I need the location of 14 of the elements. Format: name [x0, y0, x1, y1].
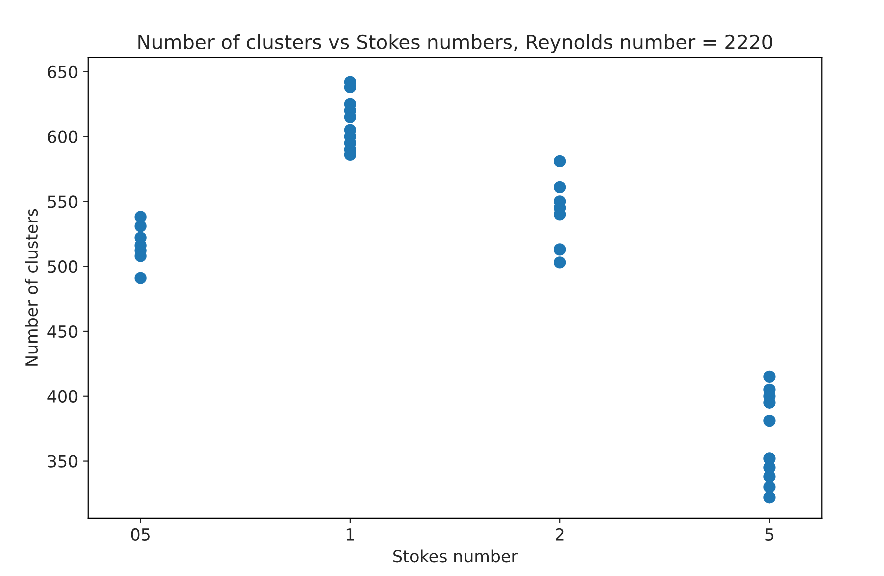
x-tick-label: 1 [346, 528, 354, 541]
x-tick-label: 2 [556, 528, 564, 541]
y-tick-label: 650 [48, 66, 78, 78]
x-axis-title: Stokes number [394, 550, 518, 563]
chart-title: Number of clusters vs Stokes numbers, Reynolds number = 2220 [138, 34, 772, 54]
y-tick-label: 350 [48, 455, 78, 468]
y-tick-label: 550 [48, 196, 78, 208]
y-tick-label: 400 [48, 390, 78, 403]
x-tick-label: 5 [766, 528, 774, 542]
x-tick-label: 05 [131, 528, 150, 542]
y-tick-label: 450 [48, 325, 78, 338]
y-tick-label: 500 [48, 260, 78, 274]
y-axis-title: Number of clusters [25, 209, 38, 366]
y-tick-label: 600 [48, 130, 78, 144]
